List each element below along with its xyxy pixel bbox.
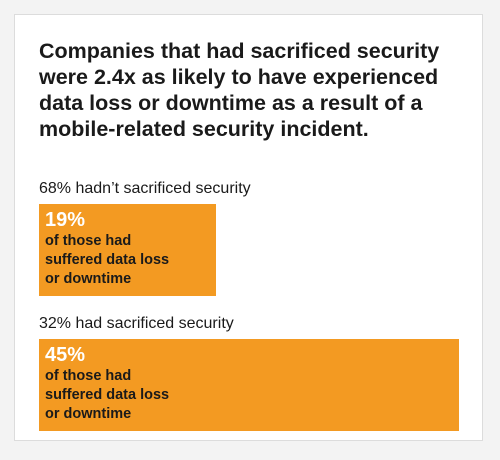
group-label-1: 68% hadn’t sacrificed security xyxy=(39,180,251,197)
bar-value-label: 19% xyxy=(45,209,86,231)
chart-title: Companies that had sacrificed security w… xyxy=(39,39,440,141)
group-label-2: 32% had sacrificed security xyxy=(39,315,234,332)
bar-2: 45% of those had suffered data loss or do… xyxy=(39,339,459,431)
bar-caption: of those had suffered data loss or downt… xyxy=(45,233,170,287)
bar-caption: of those had suffered data loss or downt… xyxy=(45,368,170,422)
infographic-card: Companies that had sacrificed security w… xyxy=(14,14,483,441)
bar-value-label: 45% xyxy=(45,344,86,366)
bar-1: 19% of those had suffered data loss or do… xyxy=(39,204,216,296)
